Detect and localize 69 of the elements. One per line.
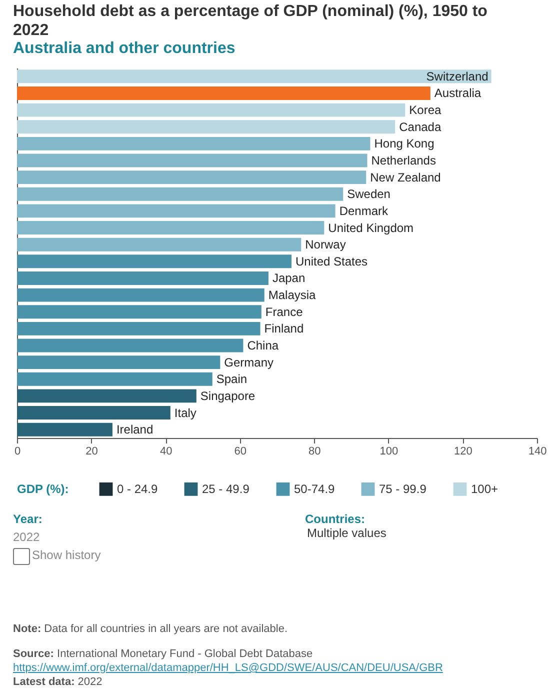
bar (17, 103, 406, 117)
legend-label: 0 - 24.9 (117, 482, 158, 496)
text: Show history (32, 548, 101, 562)
legend-label: 75 - 99.9 (379, 482, 427, 496)
y-tick-label: Korea (409, 103, 442, 118)
chart-subtitle: Australia and other countries (13, 40, 236, 58)
x-tick-label: 120 (454, 446, 472, 458)
bar (17, 272, 268, 285)
legend-label: 50-74.9 (294, 482, 336, 496)
bar (17, 170, 366, 184)
y-tick-label: United Kingdom (328, 220, 414, 235)
y-tick-label: Sweden (347, 187, 390, 202)
y-tick-label: Denmark (339, 204, 389, 218)
y-tick-label: Canada (399, 120, 442, 134)
bar (17, 221, 324, 234)
bar (17, 322, 260, 336)
bar (17, 238, 302, 252)
y-tick-label: France (265, 304, 304, 319)
bar (17, 187, 344, 201)
y-tick-label: Singapore (200, 388, 256, 403)
y-tick-label: Germany (224, 355, 274, 370)
y-tick-label: Norway (305, 238, 346, 252)
bar (17, 154, 368, 168)
y-tick-label: Spain (216, 372, 248, 386)
legend-title: GDP (%): (17, 482, 69, 496)
bar (17, 305, 262, 319)
bar (17, 136, 370, 150)
bar (17, 288, 264, 302)
x-tick-label: 40 (160, 446, 172, 458)
x-tick-label: 100 (380, 446, 398, 458)
x-tick-label: 20 (86, 446, 98, 458)
bar (17, 406, 170, 420)
source-note: Source: International Monetary Fund - Global Debt Database (13, 648, 313, 660)
y-tick-label: New Zealand (370, 170, 441, 184)
y-tick-label: Switzerland (426, 69, 488, 84)
y-tick-label: Italy (174, 406, 196, 420)
text: Multiple values (307, 526, 386, 540)
y-tick-label: China (247, 338, 279, 352)
x-tick-label: 80 (308, 446, 321, 458)
bar (17, 356, 220, 370)
chart-title: Household debt as a percentage of GDP (nominal) (%), 1950 to 2022 (13, 2, 488, 40)
text: https://www.imf.org/external/datamapper/HH_LS@GDD/SWE/AUS/CAN/DEU/USA/GBR (13, 662, 443, 674)
text: Latest data: 2022 (13, 676, 102, 688)
y-tick-label: Japan (272, 271, 306, 286)
y-tick-label: Netherlands (371, 154, 436, 168)
x-tick-label: 140 (528, 446, 547, 458)
y-tick-label: Hong Kong (374, 136, 434, 151)
bar (17, 70, 492, 84)
bar (17, 422, 112, 436)
y-tick-label: United States (295, 254, 368, 268)
text: Countries: (305, 512, 365, 526)
bar (17, 338, 244, 352)
text: Note: Data for all countries in all years are not available. (13, 623, 288, 635)
y-tick-label: Finland (264, 322, 304, 336)
bar (17, 254, 292, 268)
bar (17, 372, 212, 386)
text: Year: (13, 512, 42, 526)
bar (17, 86, 430, 100)
bar (17, 204, 336, 218)
bar (17, 120, 396, 134)
legend-label: 25 - 49.9 (202, 482, 250, 496)
y-tick-label: Australia (434, 86, 482, 100)
text: 2022 (13, 530, 40, 544)
x-tick-label: 0 (14, 446, 21, 458)
x-tick-label: 60 (234, 446, 246, 458)
y-tick-label: Malaysia (268, 288, 316, 302)
legend-label: 100+ (471, 482, 498, 496)
bar (17, 389, 196, 403)
y-tick-label: Ireland (116, 422, 154, 437)
